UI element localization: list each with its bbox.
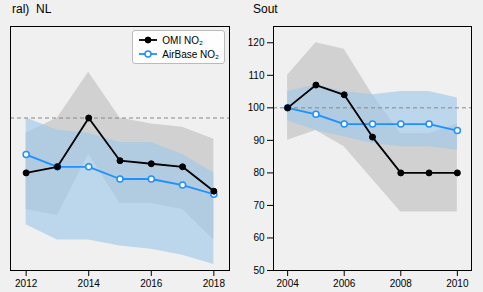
svg-text:60: 60 xyxy=(253,232,265,243)
svg-text:2016: 2016 xyxy=(140,278,163,289)
svg-text:80: 80 xyxy=(253,167,265,178)
svg-text:100: 100 xyxy=(248,102,265,113)
html-text:Sout: Sout xyxy=(253,2,278,16)
svg-text:2010: 2010 xyxy=(446,278,469,289)
svg-text:110: 110 xyxy=(249,70,265,81)
svg-text:2018: 2018 xyxy=(203,278,226,289)
svg-text:120: 120 xyxy=(248,37,265,48)
html-text:ral) NL: ral) NL xyxy=(12,2,52,16)
svg-text:2012: 2012 xyxy=(15,278,38,289)
svg-text:70: 70 xyxy=(253,200,265,211)
svg-text:2006: 2006 xyxy=(333,278,356,289)
html-text:OMI NO₂: OMI NO₂ xyxy=(162,34,203,46)
html-text:AirBase NO₂: AirBase NO₂ xyxy=(162,48,219,60)
svg-text:50: 50 xyxy=(253,265,265,276)
svg-text:2014: 2014 xyxy=(78,278,101,289)
svg-text:90: 90 xyxy=(253,135,265,146)
svg-text:2004: 2004 xyxy=(277,278,300,289)
svg-text:2008: 2008 xyxy=(390,278,413,289)
